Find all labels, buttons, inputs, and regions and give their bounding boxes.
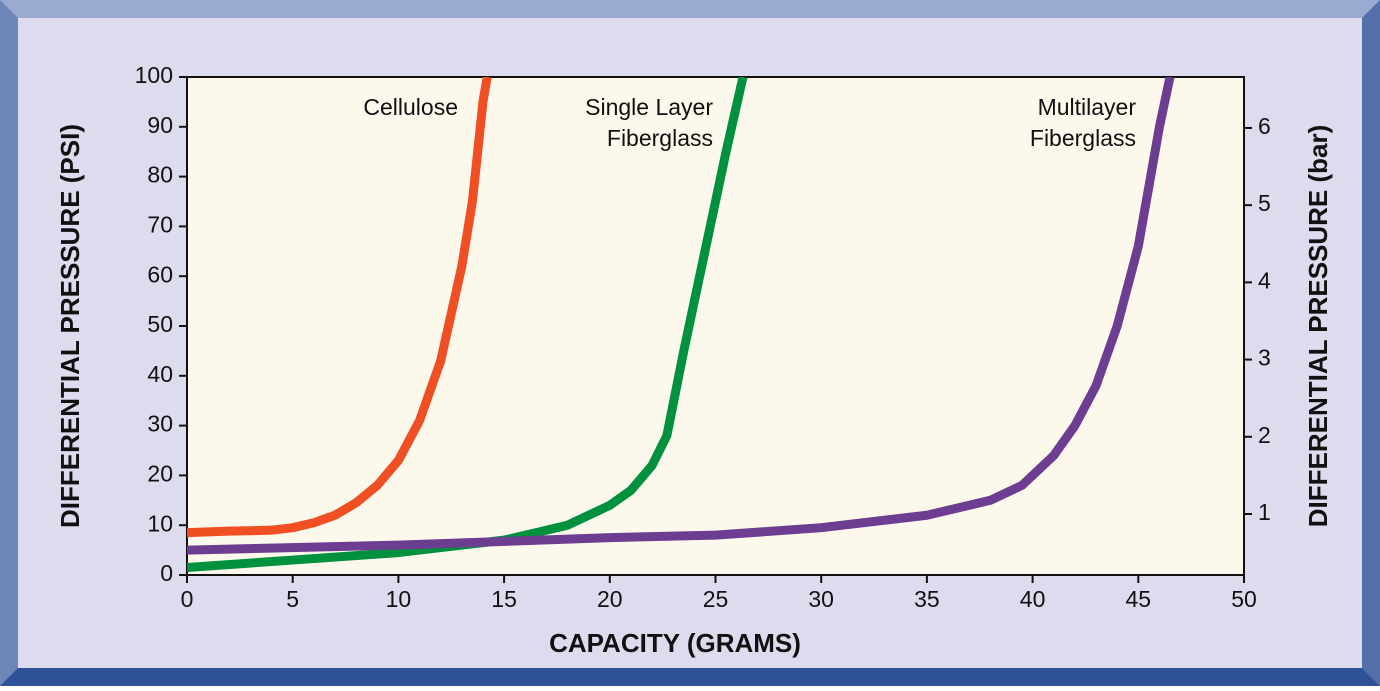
x-tick-label: 50	[1231, 586, 1257, 612]
y-tick-label: 100	[135, 62, 173, 88]
line-series	[187, 77, 492, 538]
x-tick-label: 0	[181, 586, 194, 612]
y-tick-label: 50	[147, 311, 173, 337]
frame-bevel	[0, 0, 1380, 18]
y2-tick-label: 3	[1258, 345, 1271, 371]
y2-tick-label: 6	[1258, 113, 1271, 139]
y-tick-label: 0	[160, 560, 173, 586]
line-series	[187, 77, 1175, 555]
y2-tick-label: 5	[1258, 190, 1271, 216]
x-axis-title: CAPACITY (GRAMS)	[549, 628, 801, 658]
y-tick-label: 40	[147, 361, 173, 387]
y2-tick-label: 4	[1258, 267, 1271, 293]
x-tick-label: 30	[808, 586, 834, 612]
series-label: Single Layer Fiberglass	[585, 94, 713, 151]
x-tick-label: 35	[914, 586, 940, 612]
x-tick-label: 25	[703, 586, 729, 612]
frame-bevel	[1362, 0, 1380, 686]
y-tick-label: 90	[147, 112, 173, 138]
y-tick-label: 80	[147, 162, 173, 188]
series-label: Cellulose	[363, 94, 458, 120]
y-tick-label: 70	[147, 211, 173, 237]
y2-tick-label: 1	[1258, 499, 1271, 525]
x-tick-label: 40	[1020, 586, 1046, 612]
x-tick-label: 15	[491, 586, 517, 612]
y-tick-label: 20	[147, 460, 173, 486]
y2-tick-label: 2	[1258, 422, 1271, 448]
x-tick-label: 5	[286, 586, 299, 612]
x-tick-label: 10	[386, 586, 412, 612]
series-label: Multilayer Fiberglass	[1029, 94, 1136, 151]
y-tick-label: 30	[147, 411, 173, 437]
frame-bevel	[0, 668, 1380, 686]
y2-axis-title: DIFFERENTIAL PRESSURE (bar)	[1303, 125, 1333, 528]
x-tick-label: 20	[597, 586, 623, 612]
x-tick-label: 45	[1126, 586, 1152, 612]
y-axis-title: DIFFERENTIAL PRESSURE (PSI)	[55, 124, 85, 528]
y-tick-label: 10	[147, 510, 173, 536]
line-series	[187, 77, 748, 573]
y-tick-label: 60	[147, 261, 173, 287]
